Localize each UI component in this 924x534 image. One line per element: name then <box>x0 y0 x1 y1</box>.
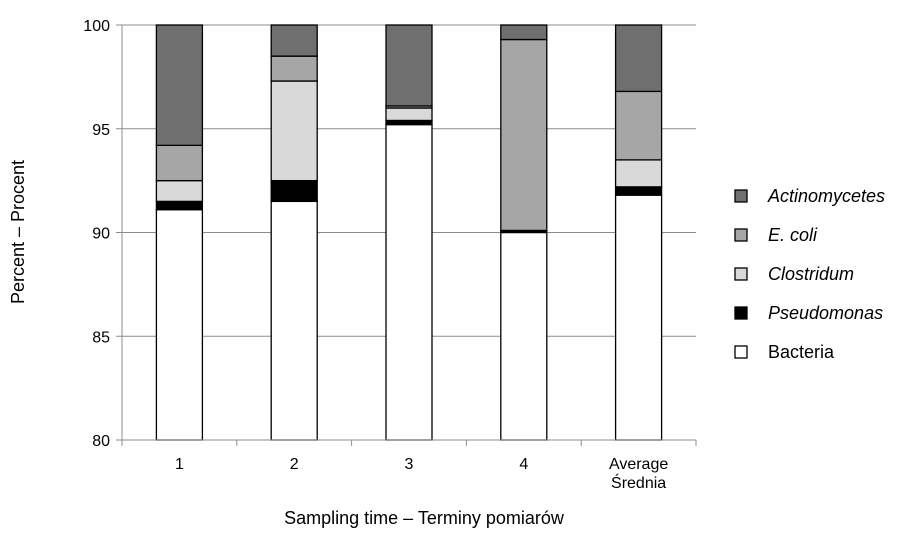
bar-segment <box>270 24 318 57</box>
y-tick-label: 85 <box>92 329 110 346</box>
legend: Actinomycetes E. coli Clostridum Pseudomona… <box>734 186 885 362</box>
legend-swatch <box>734 306 748 320</box>
legend-label: Pseudomonas <box>768 303 883 323</box>
bar-segment <box>155 179 204 203</box>
legend-swatch <box>734 228 748 242</box>
y-axis-title: Percent – Procent <box>8 160 28 304</box>
x-axis-title: Sampling time – Terminy pomiarów <box>284 508 565 528</box>
bar-stack <box>385 24 433 441</box>
legend-swatch <box>734 345 748 359</box>
y-tick-label: 100 <box>83 18 110 35</box>
bar-segment <box>500 38 548 232</box>
bar-segment <box>385 107 433 122</box>
bar-segment <box>614 186 663 196</box>
bar-segment <box>155 200 204 211</box>
bar-segment <box>500 231 548 441</box>
x-tick-label: Average <box>609 456 668 473</box>
bar-stack <box>155 24 204 441</box>
x-tick-label: 4 <box>519 456 528 473</box>
bar-stacks <box>155 24 663 441</box>
bar-segment <box>270 80 318 182</box>
bar-segment <box>155 24 204 146</box>
y-tick-label: 90 <box>92 226 110 243</box>
legend-label: Actinomycetes <box>767 186 885 206</box>
legend-label: Bacteria <box>768 342 835 362</box>
bar-segment <box>614 90 663 161</box>
bar-segment <box>385 24 433 107</box>
bar-segment <box>270 179 318 203</box>
bar-segment <box>614 24 663 93</box>
y-tick-label: 95 <box>92 122 110 139</box>
y-tick-label: 80 <box>92 433 110 450</box>
legend-label: Clostridum <box>768 264 854 284</box>
bar-segment <box>155 144 204 182</box>
bar-stack <box>270 24 318 441</box>
bar-segment <box>385 123 433 441</box>
bar-segment <box>270 55 318 82</box>
bar-stack <box>500 24 548 441</box>
y-tick-labels: 80 85 90 95 100 <box>83 18 110 450</box>
x-tick-label: 1 <box>175 456 184 473</box>
x-tick-label: 3 <box>405 456 414 473</box>
bar-segment <box>500 24 548 41</box>
legend-label: E. coli <box>768 225 818 245</box>
bar-segment <box>614 159 663 188</box>
x-tick-label: Średnia <box>611 473 666 492</box>
legend-swatch <box>734 267 748 281</box>
x-tick-label: 2 <box>290 456 299 473</box>
axes <box>121 25 697 446</box>
bar-stack <box>614 24 663 441</box>
bar-segment <box>155 209 204 441</box>
bar-segment <box>270 200 318 441</box>
legend-swatch <box>734 189 748 203</box>
bar-segment <box>614 194 663 441</box>
